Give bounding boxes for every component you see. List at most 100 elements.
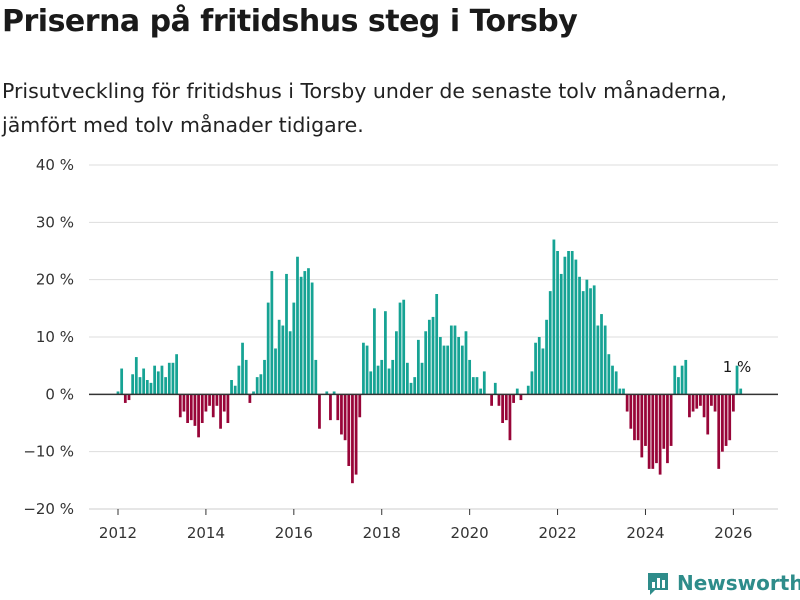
bar bbox=[596, 325, 600, 395]
bar bbox=[578, 276, 581, 395]
bar-series bbox=[116, 239, 743, 484]
bar bbox=[255, 377, 259, 395]
bar bbox=[552, 239, 556, 395]
x-tick-label: 2020 bbox=[451, 524, 489, 542]
bar-chart-logo-icon bbox=[648, 573, 668, 595]
bar bbox=[263, 359, 266, 395]
bar bbox=[629, 394, 633, 429]
bar bbox=[424, 331, 428, 395]
bar bbox=[153, 365, 157, 395]
bar bbox=[215, 394, 219, 406]
bar bbox=[655, 394, 658, 464]
bar bbox=[211, 394, 215, 418]
y-tick-label: 40 % bbox=[36, 156, 74, 174]
bar bbox=[431, 316, 435, 395]
bar bbox=[200, 394, 204, 423]
axes bbox=[89, 393, 778, 515]
bar bbox=[644, 394, 647, 446]
brand-logo: Newsworthy bbox=[645, 569, 800, 597]
bar bbox=[567, 251, 570, 395]
bar bbox=[230, 380, 233, 395]
bar bbox=[460, 345, 464, 395]
bar bbox=[673, 365, 677, 395]
bar bbox=[556, 251, 559, 395]
bar bbox=[222, 394, 226, 412]
bar bbox=[138, 377, 142, 395]
x-tick-label: 2014 bbox=[187, 524, 225, 542]
bar bbox=[493, 382, 497, 395]
bar bbox=[248, 394, 252, 403]
bar bbox=[145, 380, 149, 395]
bar bbox=[457, 337, 461, 395]
bar bbox=[662, 394, 666, 449]
bar bbox=[614, 371, 618, 395]
bar bbox=[175, 354, 178, 395]
bar bbox=[545, 319, 548, 395]
bar bbox=[197, 394, 200, 438]
bar bbox=[541, 348, 545, 395]
bar bbox=[449, 325, 453, 395]
bar bbox=[497, 394, 501, 406]
bar bbox=[351, 394, 354, 484]
bar bbox=[395, 331, 398, 395]
bar bbox=[728, 394, 732, 441]
bar bbox=[435, 294, 439, 395]
bar bbox=[702, 394, 706, 418]
bar bbox=[387, 368, 391, 395]
bar bbox=[120, 368, 124, 395]
bar bbox=[420, 362, 424, 395]
bar bbox=[475, 377, 479, 395]
bar bbox=[362, 342, 365, 395]
bar bbox=[288, 331, 292, 395]
bar bbox=[710, 394, 713, 406]
bar bbox=[446, 345, 450, 395]
x-tick-label: 2026 bbox=[714, 524, 752, 542]
bar bbox=[325, 391, 329, 395]
bar bbox=[739, 388, 743, 395]
bar bbox=[340, 394, 343, 435]
bar bbox=[651, 394, 655, 469]
bar bbox=[299, 276, 303, 395]
bar bbox=[658, 394, 662, 475]
bar bbox=[303, 271, 307, 395]
bar bbox=[277, 319, 281, 395]
bar bbox=[409, 382, 413, 395]
bar bbox=[471, 377, 475, 395]
bar bbox=[134, 357, 138, 395]
bar bbox=[336, 394, 340, 421]
annotation-label: 1 % bbox=[723, 358, 752, 376]
bar bbox=[259, 374, 263, 395]
bar bbox=[332, 391, 336, 395]
brand-name: Newsworthy bbox=[677, 571, 800, 595]
bar bbox=[618, 388, 622, 395]
bar bbox=[167, 362, 171, 395]
bar bbox=[131, 374, 135, 395]
bar bbox=[559, 273, 563, 395]
bar bbox=[182, 394, 186, 412]
bar bbox=[537, 337, 541, 395]
bar bbox=[178, 394, 182, 418]
bar bbox=[354, 394, 358, 475]
bar bbox=[574, 259, 578, 395]
bar bbox=[373, 308, 376, 395]
bar bbox=[453, 325, 457, 395]
bar bbox=[600, 314, 603, 395]
bar bbox=[724, 394, 728, 446]
bar bbox=[398, 302, 402, 395]
bar bbox=[442, 345, 446, 395]
bar bbox=[296, 256, 299, 395]
bar bbox=[406, 362, 409, 395]
bar bbox=[468, 359, 472, 395]
bar bbox=[717, 394, 721, 469]
bar bbox=[464, 331, 468, 395]
bar bbox=[266, 302, 270, 395]
bar bbox=[581, 291, 585, 395]
bar bbox=[127, 394, 131, 401]
bar bbox=[116, 391, 120, 395]
bar bbox=[281, 325, 285, 395]
bar bbox=[186, 394, 189, 423]
bar bbox=[237, 365, 241, 395]
bar bbox=[479, 388, 483, 395]
bar bbox=[611, 365, 614, 395]
